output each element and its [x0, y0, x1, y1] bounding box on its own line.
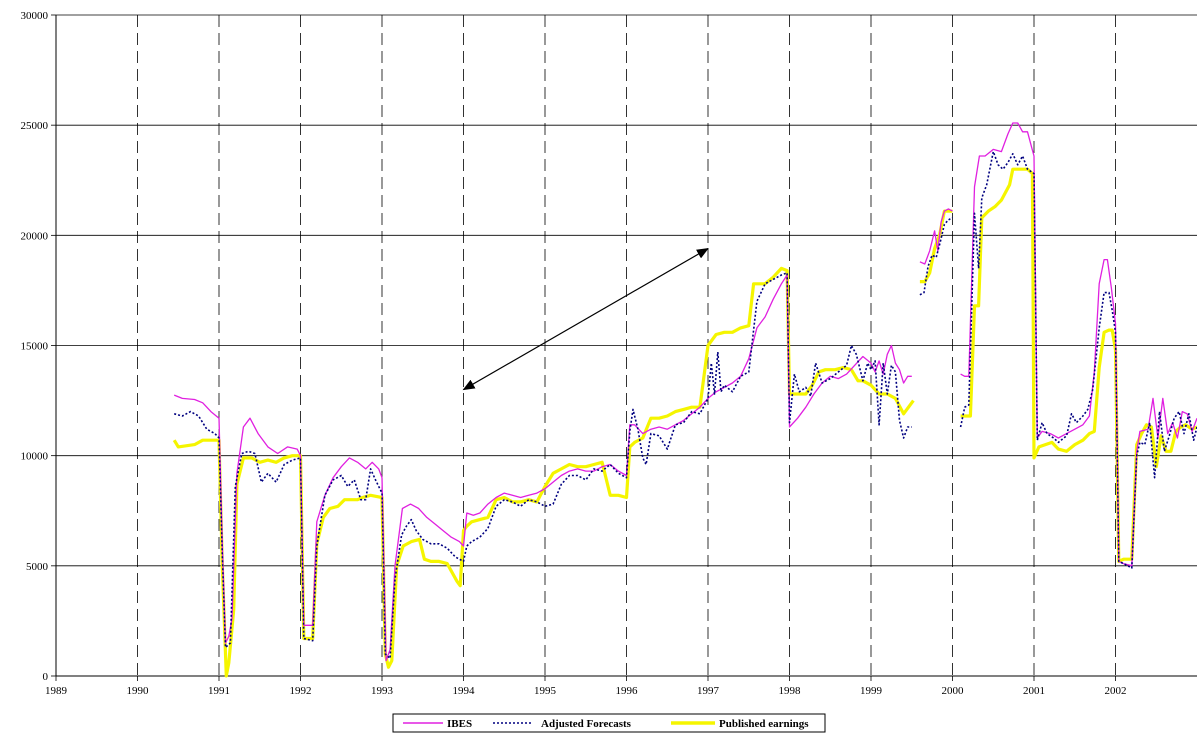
y-tick-label: 25000: [21, 120, 49, 132]
x-tick-label: 1990: [127, 685, 150, 697]
x-tick-label: 1992: [290, 685, 312, 697]
x-tick-label: 2002: [1105, 685, 1127, 697]
y-tick-label: 20000: [21, 230, 49, 242]
series-line-published-earnings: [960, 167, 1197, 564]
series-line-adjusted-forecasts: [919, 216, 953, 296]
series-line-ibes: [173, 274, 912, 662]
x-tick-label: 1994: [453, 685, 476, 697]
y-tick-label: 15000: [21, 341, 49, 353]
legend-label-ibes: IBES: [447, 718, 472, 730]
annotation-arrow: [462, 248, 709, 391]
legend-label-adjusted-forecasts: Adjusted Forecasts: [541, 718, 632, 730]
x-tick-label: 2001: [1023, 685, 1045, 697]
x-tick-label: 2000: [942, 685, 965, 697]
series-line-ibes: [919, 208, 953, 265]
x-tick-label: 1989: [45, 685, 68, 697]
x-tick-label: 1991: [208, 685, 230, 697]
x-axis-tick-labels: 1989 1990 1991 1992 1993 1994 1995 1996 1997 1998…: [45, 685, 1127, 697]
x-tick-label: 1998: [779, 685, 802, 697]
x-tick-label: 1996: [616, 685, 639, 697]
x-tick-label: 1999: [860, 685, 883, 697]
series-lines: [172, 122, 1197, 678]
y-tick-label: 0: [43, 671, 49, 683]
y-tick-label: 10000: [21, 451, 49, 463]
x-tick-label: 1993: [371, 685, 394, 697]
y-tick-label: 5000: [26, 561, 49, 573]
y-axis-tick-labels: 0 5000 10000 15000 20000 25000 30000: [21, 10, 49, 683]
series-line-ibes: [960, 122, 1197, 567]
series-line-adjusted-forecasts: [173, 271, 912, 660]
x-tick-label: 1997: [697, 685, 720, 697]
legend: IBES Adjusted Forecasts Published earnin…: [392, 713, 826, 733]
axes: [51, 14, 1197, 681]
legend-label-published-earnings: Published earnings: [719, 718, 809, 730]
double-arrow: [462, 248, 709, 391]
legend-box: [392, 713, 826, 733]
series-line-adjusted-forecasts: [959, 150, 1197, 569]
x-tick-label: 1995: [534, 685, 557, 697]
y-tick-label: 30000: [21, 10, 49, 22]
